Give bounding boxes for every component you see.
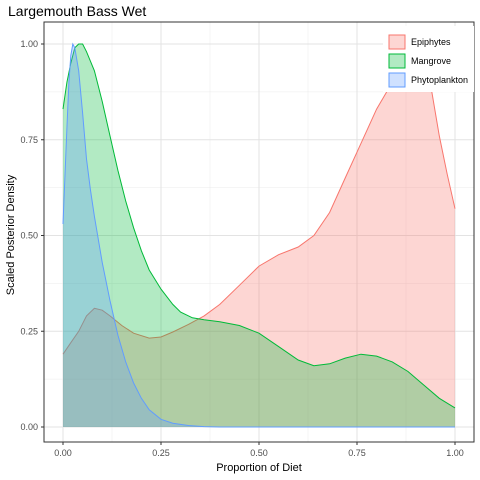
area-mangrove bbox=[63, 44, 455, 427]
x-tick-label: 0.75 bbox=[348, 448, 366, 458]
x-tick-label: 0.25 bbox=[152, 448, 170, 458]
legend-label-phytoplankton: Phytoplankton bbox=[411, 75, 468, 85]
legend-key-epiphytes bbox=[388, 34, 406, 50]
legend-key-phytoplankton bbox=[388, 72, 406, 88]
y-axis-ticks: 0.00 0.25 0.50 0.75 1.00 bbox=[20, 39, 44, 432]
y-axis-title: Scaled Posterior Density bbox=[5, 174, 17, 295]
legend-key-mangrove bbox=[388, 53, 406, 69]
line-phytoplankton bbox=[62, 42, 455, 428]
y-tick-label: 0.75 bbox=[20, 135, 38, 145]
x-tick-label: 0.00 bbox=[54, 448, 72, 458]
x-tick-label: 0.50 bbox=[250, 448, 268, 458]
y-tick-label: 0.25 bbox=[20, 326, 38, 336]
line-mangrove bbox=[62, 43, 456, 409]
legend-label-mangrove: Mangrove bbox=[411, 56, 451, 66]
legend-label-epiphytes: Epiphytes bbox=[411, 37, 451, 47]
density-areas bbox=[62, 42, 456, 428]
area-phytoplankton bbox=[63, 44, 455, 427]
x-axis-title: Proportion of Diet bbox=[216, 462, 302, 474]
y-tick-label: 1.00 bbox=[20, 39, 38, 49]
chart-title: Largemouth Bass Wet bbox=[8, 3, 146, 19]
legend: Epiphytes Mangrove Phytoplankton bbox=[383, 26, 474, 92]
x-tick-label: 1.00 bbox=[446, 448, 464, 458]
y-tick-label: 0.00 bbox=[20, 422, 38, 432]
y-tick-label: 0.50 bbox=[20, 231, 38, 241]
area-epiphytes bbox=[63, 44, 455, 427]
x-axis-ticks: 0.00 0.25 0.50 0.75 1.00 bbox=[54, 442, 464, 458]
legend-background bbox=[383, 26, 474, 92]
